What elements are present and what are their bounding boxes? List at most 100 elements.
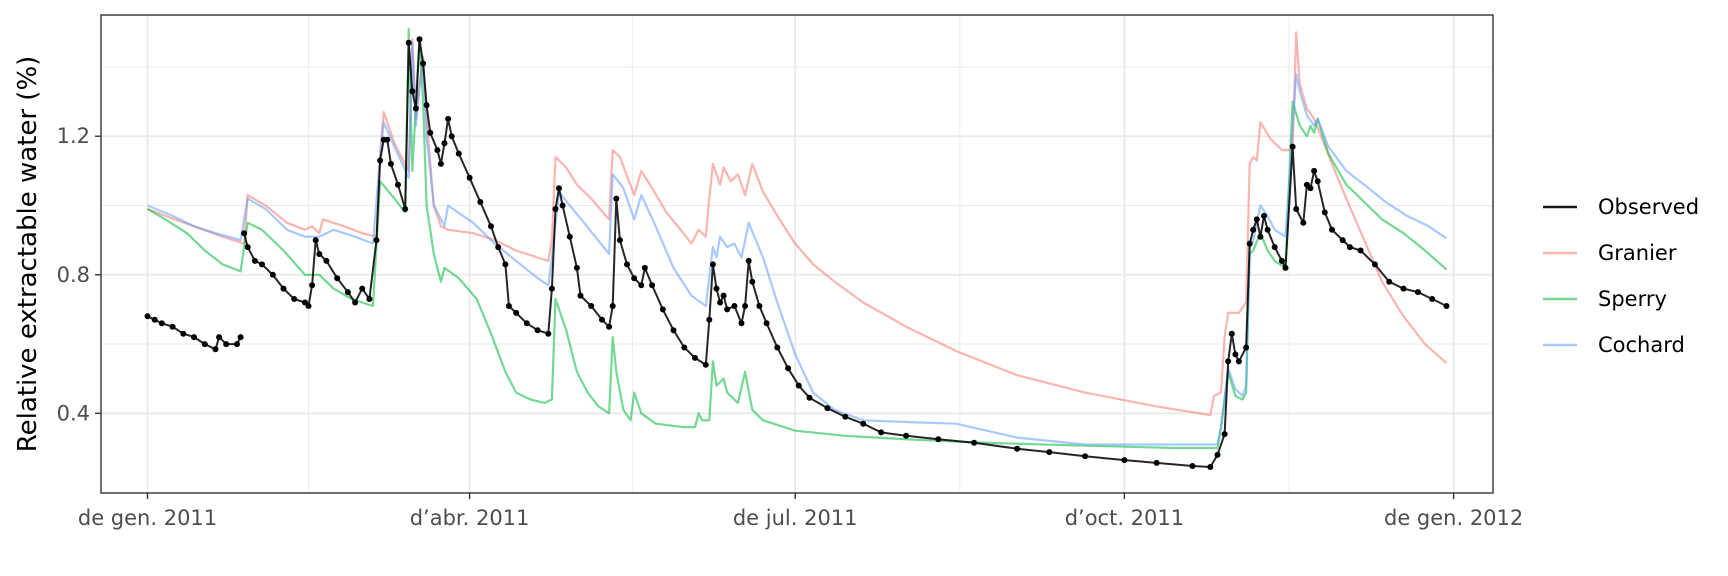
observed-point [745,257,752,264]
observed-point [720,292,727,299]
observed-point [599,316,605,323]
observed-point [638,282,645,289]
observed-point [659,306,666,313]
legend: Observed Granier Sperry Cochard [1543,195,1699,357]
observed-point [420,60,427,67]
observed-point [212,346,219,353]
observed-point [216,334,223,341]
observed-point [234,341,240,348]
observed-point [1400,285,1407,292]
observed-point [384,136,391,143]
observed-point [1221,431,1228,438]
observed-point [903,432,910,439]
observed-point [1189,463,1196,469]
observed-point [935,436,942,443]
observed-point [495,244,502,251]
x-axis-ticks: de gen. 2011 d’abr. 2011 de jul. 2011 d’oct… [78,493,1523,530]
x-tick-label: de jul. 2011 [733,506,858,530]
observed-point [412,105,419,112]
observed-point [1314,178,1321,185]
observed-point [1250,226,1257,233]
observed-point [366,296,373,302]
observed-point [1329,226,1335,233]
observed-point [1207,464,1214,470]
observed-point [1082,453,1089,460]
observed-point [1346,244,1353,251]
observed-point [709,261,716,268]
observed-point [860,420,867,427]
series-line-cochard [147,41,1448,446]
observed-point [352,299,359,306]
observed-point [488,223,494,230]
observed-point [437,160,444,167]
observed-point [1357,247,1364,254]
observed-point [1278,257,1285,264]
x-tick-label: de gen. 2011 [78,506,217,530]
x-tick-label: d’oct. 2011 [1065,506,1184,530]
observed-point [402,206,409,212]
observed-point [191,334,197,341]
x-tick-label: d’abr. 2011 [410,506,530,530]
observed-point [556,185,562,192]
observed-point [631,275,638,282]
observed-point [423,102,430,109]
observed-point [359,285,366,292]
observed-point [1289,143,1296,150]
observed-point [1246,240,1253,247]
observed-point [1261,212,1267,219]
observed-point [237,334,244,341]
observed-point [377,157,384,164]
observed-point [316,251,323,257]
observed-point [795,382,802,389]
observed-point [681,344,688,351]
y-tick-label: 1.2 [57,124,90,148]
observed-point [441,140,448,147]
observed-point [1014,445,1021,452]
observed-point [477,199,484,205]
observed-point [445,115,452,122]
observed-point [269,271,276,278]
observed-point [1264,226,1271,233]
observed-point [291,296,298,302]
observed-point [387,160,394,167]
observed-point [1225,358,1232,365]
observed-point [305,303,312,309]
observed-point [1293,206,1300,212]
legend-label-cochard: Cochard [1598,333,1685,357]
observed-point [552,206,559,212]
observed-point [613,195,620,202]
observed-point [201,341,208,348]
y-axis-ticks: 0.4 0.8 1.2 [57,124,101,425]
observed-point [1307,185,1314,192]
observed-point [1371,261,1378,268]
observed-point [824,405,831,412]
observed-point [641,264,648,271]
observed-point [724,306,731,313]
observed-point [577,292,584,299]
observed-point [713,285,720,292]
observed-point [1121,457,1128,464]
observed-point [344,289,351,296]
observed-point [749,278,756,285]
observed-point [1257,233,1264,240]
observed-point [505,303,512,309]
observed-point [1311,167,1318,174]
observed-point [588,303,595,309]
x-tick-label: de gen. 2012 [1384,506,1523,530]
observed-point [670,327,677,334]
observed-point [649,282,656,289]
observed-markers [144,36,1450,470]
observed-point [545,330,552,337]
observed-point [405,39,412,46]
observed-point [1228,330,1235,337]
observed-point [1253,216,1260,223]
observed-point [502,261,509,268]
observed-point [756,303,763,309]
y-tick-label: 0.4 [57,401,90,425]
observed-point [624,261,630,268]
observed-point [842,413,849,420]
observed-point [1429,296,1436,302]
observed-point [395,181,401,188]
observed-point [606,323,613,330]
